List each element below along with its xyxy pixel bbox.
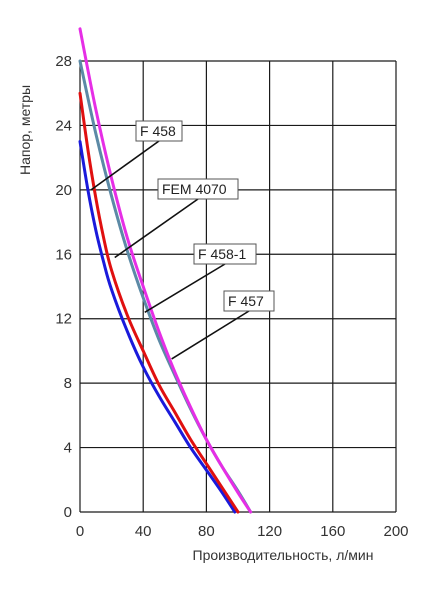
callout-box xyxy=(193,243,257,265)
callout-leader-line xyxy=(171,310,250,360)
callout-label: FEM 4070 xyxy=(162,181,227,197)
y-tick-label: 8 xyxy=(64,375,72,392)
tick-labels: 0 40 80 120 160 200 0 4 8 12 16 20 24 28 xyxy=(55,53,408,540)
y-tick-label: 12 xyxy=(55,311,72,328)
y-tick-label: 24 xyxy=(55,117,72,134)
curve-f-458 xyxy=(78,140,237,514)
callout-box xyxy=(135,120,183,142)
performance-curves xyxy=(78,27,253,514)
y-tick-label: 20 xyxy=(55,182,72,199)
callout-leader-line xyxy=(114,198,199,259)
curve-callouts: F 458 FEM 4070 F 458-1 F 457 xyxy=(90,120,275,360)
x-tick-label: 200 xyxy=(383,523,408,540)
y-axis-title: Напор, метры xyxy=(17,85,33,175)
x-tick-label: 160 xyxy=(320,523,345,540)
y-tick-label: 16 xyxy=(55,246,72,263)
x-tick-label: 80 xyxy=(198,523,215,540)
callout-box xyxy=(223,290,275,312)
callout-fem-4070: FEM 4070 xyxy=(114,178,239,259)
callout-label: F 458-1 xyxy=(198,246,246,262)
x-tick-label: 120 xyxy=(257,523,282,540)
x-tick-label: 40 xyxy=(135,523,152,540)
y-tick-label: 0 xyxy=(64,504,72,521)
callout-label: F 458 xyxy=(140,123,176,139)
x-tick-label: 0 xyxy=(76,523,84,540)
callout-leader-line xyxy=(144,263,226,313)
callout-box xyxy=(157,178,239,200)
curve-f-457 xyxy=(78,27,253,514)
x-axis-title: Производительность, л/мин xyxy=(193,547,374,563)
callout-leader-line xyxy=(90,140,160,191)
y-tick-label: 4 xyxy=(64,440,72,457)
curve-fem-4070 xyxy=(78,91,240,514)
grid xyxy=(79,60,397,513)
callout-f-457: F 457 xyxy=(171,290,275,360)
callout-label: F 457 xyxy=(228,293,264,309)
callout-f-458-1: F 458-1 xyxy=(144,243,257,313)
y-tick-label: 28 xyxy=(55,53,72,70)
callout-f-458: F 458 xyxy=(90,120,183,191)
